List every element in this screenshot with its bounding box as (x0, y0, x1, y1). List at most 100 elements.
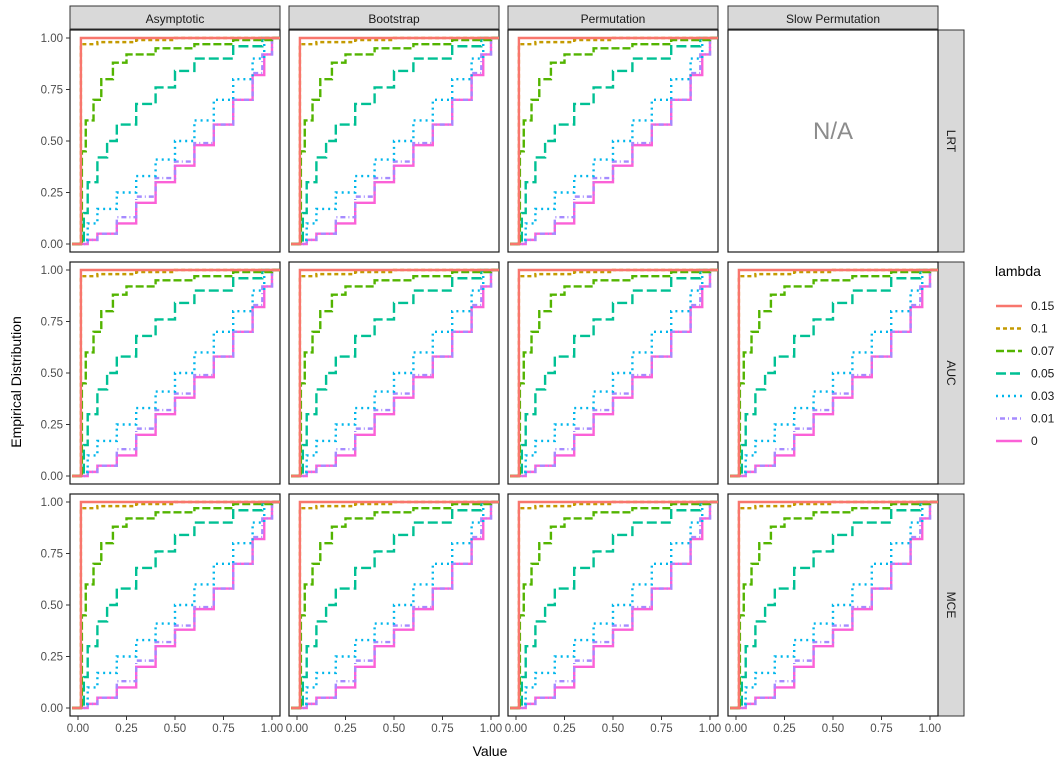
ecdf-series-line (72, 268, 280, 478)
ecdf-series-line (291, 268, 499, 478)
facet-panels: Asymptotic Bootstrap Permutation Slow Permu… (69, 5, 965, 717)
row-strip-label: LRT (944, 130, 958, 153)
ecdf-series-line (291, 36, 499, 246)
y-tick-label: 0.00 (41, 239, 63, 251)
y-tick-label: 0.25 (41, 652, 63, 664)
facet-panel (288, 493, 500, 717)
row-strip-label: MCE (944, 592, 958, 619)
ecdf-series-line (730, 268, 938, 478)
ecdf-series-line (510, 500, 718, 710)
y-axis-title: Empirical Distribution (8, 316, 24, 447)
x-tick-label: 0.75 (870, 723, 892, 735)
y-tick-label: 0.75 (41, 549, 63, 561)
ecdf-series-line (291, 268, 499, 478)
panel-border (727, 29, 939, 253)
ecdf-series-line (510, 36, 718, 246)
ecdf-series-line (510, 500, 718, 710)
legend-label: 0.01 (1031, 412, 1055, 426)
legend-label: 0.03 (1031, 389, 1055, 403)
column-strip: Slow Permutation (727, 5, 939, 30)
legend-entry: 0.01 (996, 412, 1055, 426)
ecdf-series-line (72, 500, 280, 710)
ecdf-series-line (291, 36, 499, 246)
y-tick-label: 1.00 (41, 33, 63, 45)
legend-label: 0.1 (1031, 322, 1048, 336)
ecdf-series-line (291, 500, 499, 710)
ecdf-series-line (291, 36, 499, 246)
ecdf-series-line (510, 268, 718, 478)
x-tick-label: 1.00 (919, 723, 941, 735)
y-tick-label: 0.75 (41, 317, 63, 329)
ecdf-series-line (72, 268, 280, 478)
legend-entry: 0.1 (996, 322, 1048, 336)
ecdf-series-line (510, 36, 718, 246)
legend-entry: 0.15 (996, 299, 1055, 313)
facet-panel (507, 29, 719, 253)
x-tick-label: 0.25 (553, 723, 575, 735)
facet-panel (727, 493, 939, 717)
row-strip: LRT (937, 29, 965, 253)
facet-panel (507, 493, 719, 717)
ecdf-series-line (730, 500, 938, 710)
ecdf-series-line (730, 500, 938, 710)
ecdf-series-line (291, 268, 499, 478)
ecdf-series-line (730, 268, 938, 478)
x-tick-label: 0.00 (505, 723, 527, 735)
ecdf-series-line (730, 268, 938, 478)
y-tick-label: 0.75 (41, 85, 63, 97)
ecdf-series-line (510, 268, 718, 478)
ecdf-series-line (291, 500, 499, 710)
facet-panel: N/A (727, 29, 939, 253)
ecdf-series-line (730, 500, 938, 710)
ecdf-series-line (510, 500, 718, 710)
column-strip: Asymptotic (69, 5, 281, 30)
ecdf-series-line (72, 36, 280, 246)
ecdf-series-line (510, 36, 718, 246)
legend-label: 0 (1031, 434, 1038, 448)
ecdf-series-line (72, 36, 280, 246)
facet-panel (507, 261, 719, 485)
x-tick-label: 0.75 (650, 723, 672, 735)
y-tick-label: 0.25 (41, 420, 63, 432)
x-tick-label: 0.50 (164, 723, 186, 735)
x-tick-label: 0.75 (431, 723, 453, 735)
x-tick-label: 0.75 (212, 723, 234, 735)
legend-label: 0.05 (1031, 367, 1055, 381)
ecdf-series-line (510, 500, 718, 710)
x-tick-label: 1.00 (480, 723, 502, 735)
axes: 0.000.250.500.751.000.000.250.500.751.00… (41, 33, 942, 735)
legend-title: lambda (995, 263, 1041, 279)
ecdf-series-line (510, 36, 718, 246)
x-tick-label: 0.25 (334, 723, 356, 735)
x-axis-title: Value (473, 743, 508, 759)
y-tick-label: 0.50 (41, 136, 63, 148)
y-tick-label: 0.50 (41, 600, 63, 612)
y-tick-label: 0.00 (41, 471, 63, 483)
ecdf-series-line (291, 36, 499, 246)
y-tick-label: 0.00 (41, 703, 63, 715)
facet-panel (69, 261, 281, 485)
ecdf-series-line (291, 268, 499, 478)
legend-entry: 0.07 (996, 344, 1055, 358)
ecdf-series-line (72, 268, 280, 478)
x-tick-label: 0.50 (602, 723, 624, 735)
facet-panel (69, 493, 281, 717)
x-tick-label: 0.00 (286, 723, 308, 735)
ecdf-series-line (72, 36, 280, 246)
column-strip-label: Asymptotic (146, 12, 205, 26)
row-strip: MCE (937, 493, 965, 717)
facet-panel (288, 261, 500, 485)
legend-label: 0.07 (1031, 344, 1055, 358)
y-tick-label: 1.00 (41, 497, 63, 509)
ecdf-series-line (72, 500, 280, 710)
row-strip-label: AUC (944, 360, 958, 386)
x-tick-label: 0.00 (725, 723, 747, 735)
ecdf-series-line (72, 36, 280, 246)
facet-panel (288, 29, 500, 253)
ecdf-series-line (730, 500, 938, 710)
legend: lambda 0.15 0.1 0.07 0.05 0.03 0.01 0 (995, 263, 1055, 448)
x-tick-label: 1.00 (261, 723, 283, 735)
x-tick-label: 0.50 (822, 723, 844, 735)
ecdf-series-line (510, 36, 718, 246)
